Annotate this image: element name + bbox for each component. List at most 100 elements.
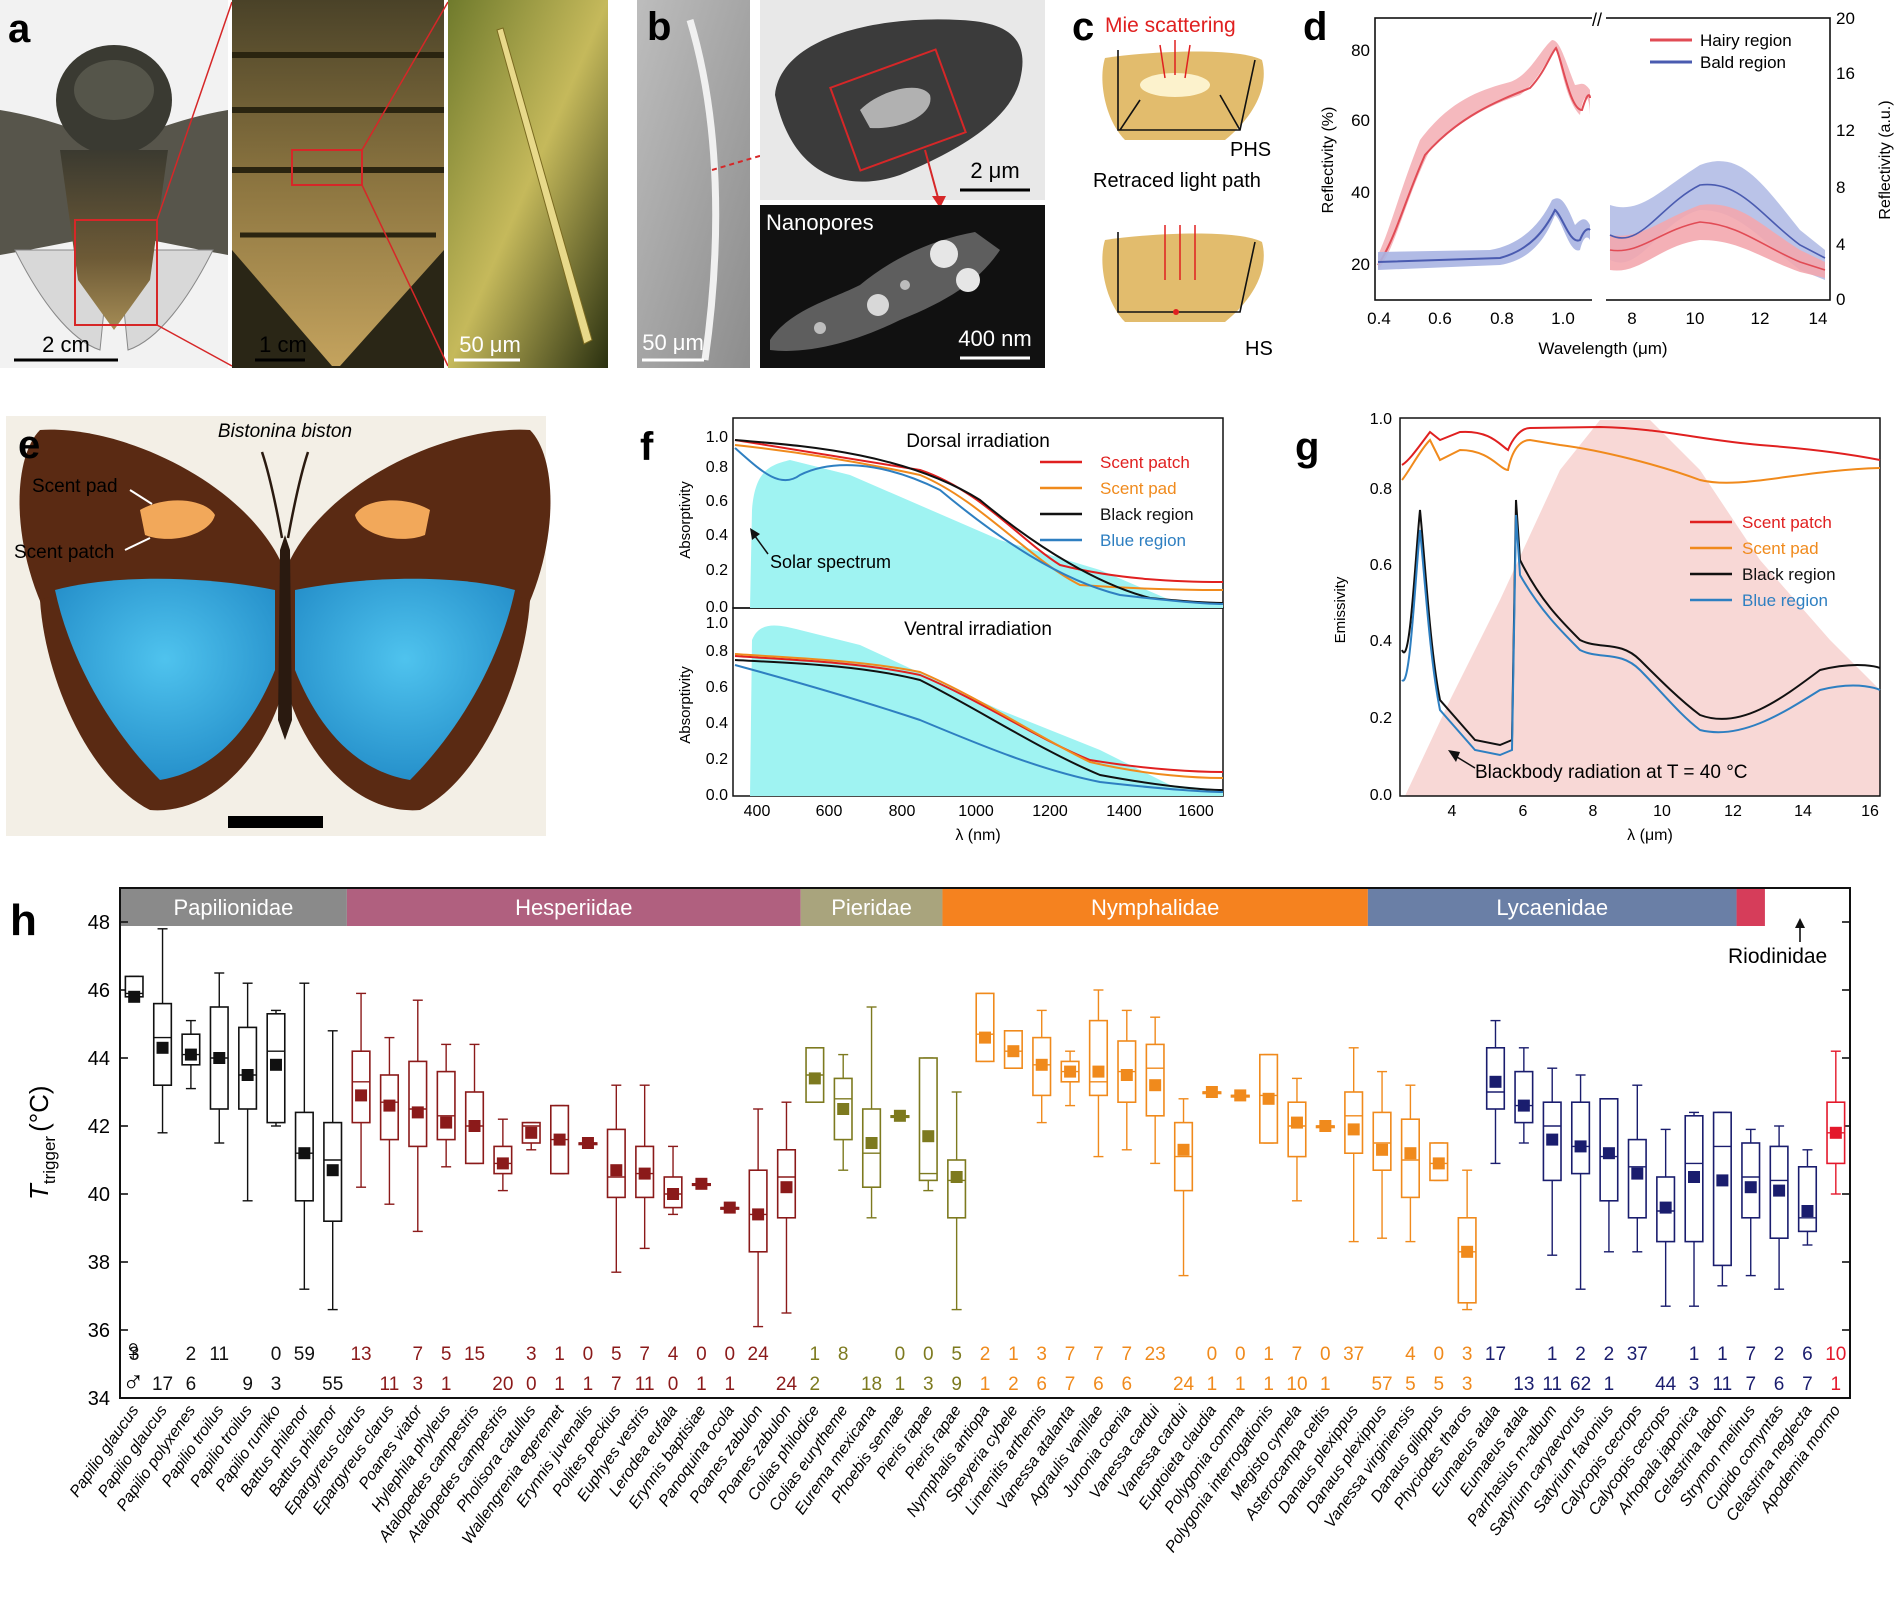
box-1 (152, 928, 173, 1134)
male-count: 7 (1802, 1374, 1813, 1395)
box-iqr (1344, 1091, 1364, 1155)
male-count: 1 (554, 1374, 565, 1395)
svg-text:16: 16 (1861, 803, 1879, 820)
y-tick-label: 48 (88, 912, 110, 934)
male-count: 0 (526, 1374, 537, 1395)
male-count: 55 (322, 1374, 343, 1395)
male-count: 1 (1207, 1374, 1218, 1395)
mean-marker (610, 1164, 623, 1177)
box-iqr (1287, 1101, 1307, 1158)
panel-e: e Bistonina biston Scent pad Scent patch (6, 416, 551, 836)
svg-text:Scent patch: Scent patch (1100, 453, 1190, 472)
box-17 (606, 1084, 626, 1273)
mean-marker (1631, 1167, 1644, 1180)
mean-marker (184, 1048, 197, 1061)
mean-marker (1007, 1045, 1020, 1058)
male-count: 1 (1831, 1374, 1842, 1395)
xticks-f: 400 600 800 1000 1200 1400 1600 (744, 803, 1214, 820)
box-52 (1599, 1098, 1619, 1253)
svg-text:1.0: 1.0 (706, 615, 728, 632)
svg-text:10: 10 (1653, 803, 1671, 820)
box-24 (805, 1047, 825, 1104)
hairy-band (1378, 40, 1590, 270)
male-count: 11 (1713, 1374, 1733, 1395)
box-10 (408, 999, 428, 1233)
box-12 (464, 1043, 485, 1165)
female-count: 7 (1093, 1344, 1104, 1365)
svg-text:Scent pad: Scent pad (1742, 539, 1819, 558)
male-count: 9 (951, 1374, 962, 1395)
svg-text:80: 80 (1351, 41, 1370, 60)
family-bar: Papilionidae Hesperiidae Pieridae Nymphalid… (120, 888, 1765, 926)
svg-text:1600: 1600 (1178, 803, 1214, 820)
box-55 (1684, 1111, 1704, 1307)
svg-text:0.8: 0.8 (706, 643, 728, 660)
female-count: 3 (1036, 1344, 1047, 1365)
box-iqr (1741, 1142, 1761, 1219)
svg-text:40: 40 (1351, 183, 1370, 202)
svg-text:Blue region: Blue region (1742, 591, 1828, 610)
mean-marker (496, 1157, 509, 1170)
svg-text:0.6: 0.6 (706, 493, 728, 510)
svg-text:0.0: 0.0 (1370, 787, 1392, 804)
y-tick-label: 44 (88, 1048, 110, 1070)
species-label: Bistonina biston (218, 421, 352, 442)
female-count: 1 (1008, 1344, 1019, 1365)
panel-letter-a: a (8, 7, 31, 51)
box-28 (918, 1057, 938, 1192)
female-count: 7 (412, 1344, 423, 1365)
box-44 (1372, 1070, 1392, 1239)
svg-text:14: 14 (1794, 803, 1812, 820)
female-count: 37 (1343, 1344, 1364, 1365)
boxes (124, 928, 1846, 1328)
mean-marker (1177, 1143, 1190, 1156)
plot-frame-g (1399, 417, 1881, 797)
scale-label: 50 μm (459, 332, 521, 357)
box-iqr (947, 1159, 967, 1219)
mean-marker (922, 1130, 935, 1143)
male-count: 44 (1655, 1374, 1677, 1395)
box-37 (1173, 1098, 1194, 1277)
svg-text:8: 8 (1627, 309, 1636, 328)
hair-shape (496, 27, 593, 345)
title-ventral: Ventral irradiation (904, 619, 1052, 640)
female-count: 13 (350, 1344, 371, 1365)
y-tick-label: 40 (88, 1184, 110, 1206)
male-count: 11 (1542, 1374, 1562, 1395)
right-yticks: 0 4 8 12 16 20 (1836, 9, 1855, 309)
svg-text:1400: 1400 (1106, 803, 1142, 820)
box-0 (124, 975, 144, 1003)
scale-label: 50 μm (642, 330, 704, 355)
box-22 (748, 1108, 768, 1328)
female-count: 2 (1774, 1344, 1785, 1365)
box-15 (549, 1104, 570, 1175)
right-blue-region (295, 578, 515, 780)
male-count: 6 (186, 1374, 197, 1395)
box-iqr (238, 1026, 258, 1110)
svg-text:Black region: Black region (1100, 505, 1194, 524)
mean-marker (1035, 1058, 1048, 1071)
panel-h: h Papilionidae Hesperiidae Pieridae Nymphal… (10, 887, 1851, 1556)
male-count: 11 (380, 1374, 400, 1395)
male-count: 1 (1235, 1374, 1246, 1395)
female-count: 0 (271, 1344, 282, 1365)
mean-marker (1574, 1140, 1587, 1153)
female-count: 3 (1462, 1344, 1473, 1365)
svg-text:Blue region: Blue region (1100, 531, 1186, 550)
box-58 (1769, 1125, 1789, 1290)
male-count: 1 (895, 1374, 906, 1395)
female-count: 5 (441, 1344, 452, 1365)
bottom-curves (734, 653, 1224, 793)
sample-counts: 3172611903595513117351152030110157711400… (129, 1344, 1846, 1395)
box-42 (1315, 1120, 1335, 1132)
box-16 (578, 1137, 598, 1149)
mean-marker (865, 1137, 878, 1149)
mean-marker (667, 1188, 680, 1200)
svg-text:0.4: 0.4 (1367, 309, 1391, 328)
box-54 (1656, 1128, 1676, 1307)
plot-frame-h (119, 887, 1851, 1399)
y-tick-label: 38 (88, 1252, 110, 1274)
mean-marker (1744, 1181, 1757, 1194)
box-iqr (918, 1057, 938, 1182)
